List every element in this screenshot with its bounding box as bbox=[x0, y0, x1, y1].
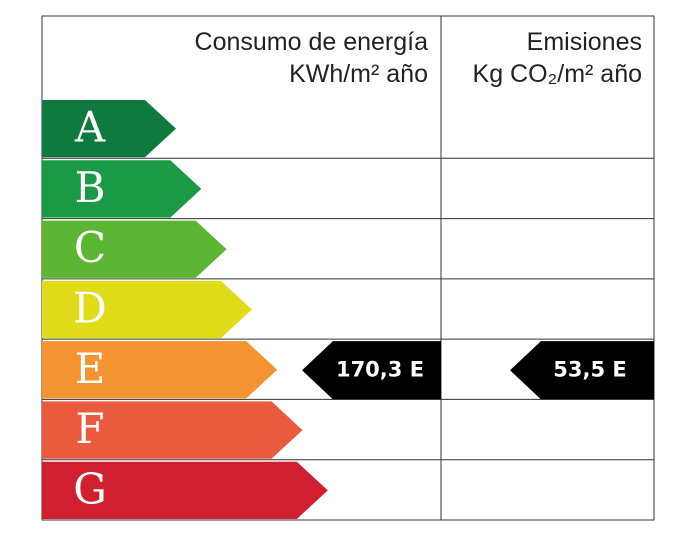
rating-letter: B bbox=[75, 163, 106, 212]
emissions-value: 53,5 E bbox=[553, 357, 626, 381]
rating-arrow bbox=[42, 160, 202, 218]
energy-value: 170,3 E bbox=[336, 357, 424, 381]
energy-unit: KWh/m² año bbox=[289, 60, 428, 88]
rating-letter: F bbox=[75, 404, 104, 453]
rating-arrow bbox=[42, 341, 278, 399]
rating-letter: C bbox=[74, 223, 106, 272]
emissions-unit: Kg CO₂/m² año bbox=[473, 60, 642, 88]
emissions-indicator bbox=[510, 341, 654, 400]
rating-letter: E bbox=[75, 344, 106, 393]
rating-letter: D bbox=[73, 284, 107, 333]
rating-arrow bbox=[42, 220, 227, 278]
energy-title: Consumo de energía bbox=[195, 28, 429, 56]
rating-arrow bbox=[42, 461, 328, 519]
rating-arrow bbox=[42, 280, 252, 339]
rating-arrow bbox=[42, 100, 176, 158]
rating-letter: G bbox=[73, 464, 107, 513]
emissions-title: Emisiones bbox=[527, 28, 642, 56]
rating-letter: A bbox=[74, 103, 106, 152]
energy-indicator bbox=[302, 341, 441, 400]
rating-arrow bbox=[42, 401, 303, 459]
